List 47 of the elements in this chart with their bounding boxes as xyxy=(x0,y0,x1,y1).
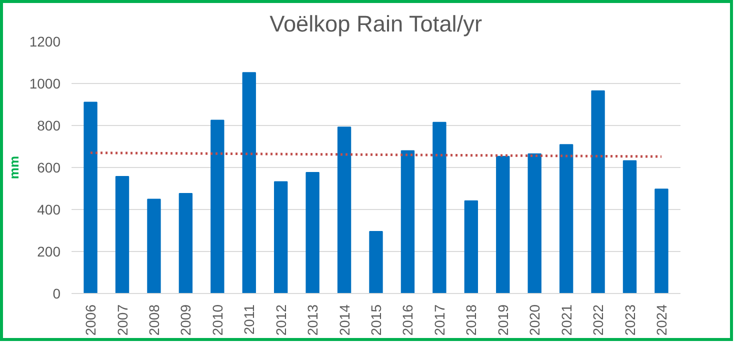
x-tick-label: 2008 xyxy=(146,304,162,336)
y-tick-label: 1000 xyxy=(29,76,61,92)
x-tick-label: 2020 xyxy=(526,304,543,336)
bar xyxy=(84,102,98,294)
bar xyxy=(242,72,256,294)
x-tick-label: 2007 xyxy=(114,304,130,336)
y-tick-label: 200 xyxy=(37,244,61,260)
x-tick-label: 2017 xyxy=(431,304,448,336)
x-tick-label: 2022 xyxy=(590,304,606,336)
x-tick-label: 2018 xyxy=(463,304,480,336)
x-tick-label: 2010 xyxy=(209,304,226,336)
bar xyxy=(147,198,161,294)
bar xyxy=(210,120,224,294)
bar xyxy=(464,200,478,294)
bar xyxy=(591,90,605,294)
x-tick-label: 2014 xyxy=(336,304,352,336)
bar xyxy=(654,188,668,294)
x-tick-label: 2019 xyxy=(494,304,511,336)
bar xyxy=(496,156,510,294)
y-tick-label: 0 xyxy=(52,286,61,302)
bar xyxy=(306,172,320,294)
bar xyxy=(528,153,542,294)
x-tick-label: 2024 xyxy=(653,304,670,336)
y-tick-label: 800 xyxy=(37,118,61,134)
bar xyxy=(115,176,130,294)
bar xyxy=(432,122,446,294)
bar xyxy=(622,160,637,294)
bar xyxy=(274,181,288,294)
x-tick-label: 2006 xyxy=(82,304,99,336)
x-tick-label: 2016 xyxy=(400,304,416,336)
x-tick-label: 2015 xyxy=(368,304,384,336)
x-tick-label: 2023 xyxy=(622,304,638,336)
bar xyxy=(178,193,193,294)
chart-title: Voëlkop Rain Total/yr xyxy=(270,10,482,36)
bar xyxy=(559,144,574,294)
y-tick-label: 1200 xyxy=(29,34,61,50)
bar xyxy=(400,150,415,294)
x-tick-label: 2011 xyxy=(241,304,258,335)
x-tick-label: 2009 xyxy=(178,304,194,336)
y-axis-title: mm xyxy=(6,156,22,180)
bar xyxy=(369,231,383,294)
bar xyxy=(337,126,352,294)
x-tick-label: 2021 xyxy=(558,304,574,336)
y-tick-label: 600 xyxy=(37,160,61,176)
x-tick-label: 2013 xyxy=(304,304,321,336)
x-tick-label: 2012 xyxy=(272,304,289,336)
y-tick-label: 400 xyxy=(37,202,61,218)
